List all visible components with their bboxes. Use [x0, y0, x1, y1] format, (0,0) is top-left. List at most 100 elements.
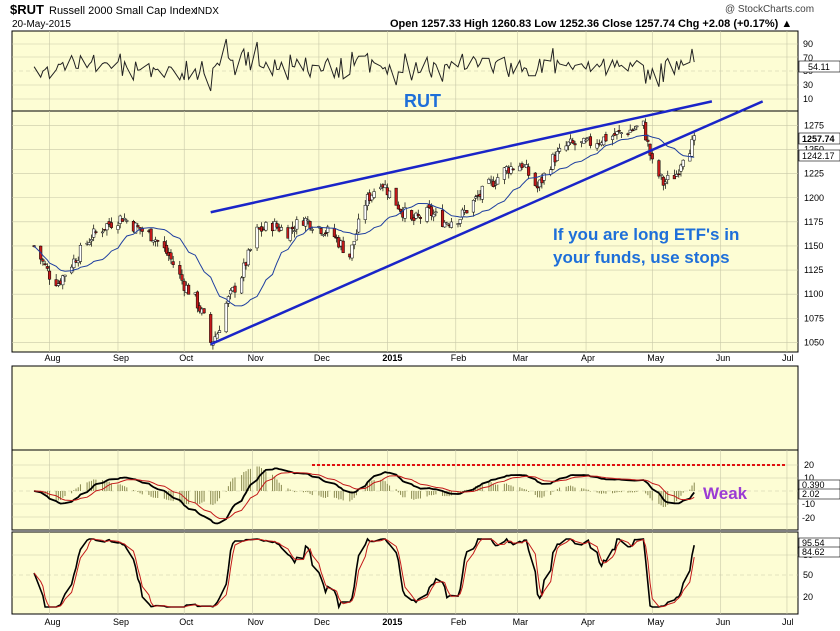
candle-body [615, 131, 619, 135]
candle-body [619, 132, 623, 134]
candle-body [43, 263, 47, 265]
candle-body [293, 230, 297, 232]
candle-body [209, 314, 213, 343]
candle-body [465, 210, 469, 214]
candle-body [617, 130, 621, 132]
stochastic-panel: 80 50 20 95.54 84.62 Aug Sep Oct Nov Dec 2015… [11, 531, 840, 627]
candle-body [180, 274, 184, 281]
candle-body [41, 259, 45, 262]
candle-body [646, 139, 650, 142]
month-label: Mar [513, 353, 529, 363]
candle-body [63, 274, 67, 277]
candle-body [394, 187, 398, 206]
stoch-k-value: 95.54 [802, 538, 825, 548]
rut-annotation: RUT [404, 91, 441, 111]
macd-panel-bg [11, 449, 799, 531]
candle-body [379, 186, 383, 190]
candle-body [584, 139, 588, 142]
candle-body [571, 140, 575, 144]
candle-body [233, 285, 237, 293]
candle-body [573, 143, 577, 146]
candle-body [672, 175, 676, 180]
candle-body [288, 227, 292, 241]
price-level-label: 1250 [804, 145, 824, 155]
candle-body [403, 207, 407, 219]
candle-body [474, 196, 478, 199]
candle-body [332, 228, 336, 238]
stoch-d-value-box [798, 546, 840, 558]
candle-body [396, 204, 400, 210]
month-label: Jul [782, 353, 794, 363]
month-label: 2015 [382, 353, 402, 363]
candle-body [610, 135, 615, 140]
candle-body [109, 222, 113, 228]
candle-body [363, 205, 367, 220]
candle-body [633, 128, 637, 131]
macd-signal-line [34, 472, 695, 520]
lower-trendline [210, 100, 764, 346]
candle-body [105, 223, 109, 231]
candle-body [657, 160, 661, 177]
rsi-level-90: 90 [803, 39, 813, 49]
stoch-level-50: 50 [803, 570, 813, 580]
candle-body [224, 303, 228, 333]
month-label: Aug [45, 617, 61, 627]
month-label: Nov [248, 617, 265, 627]
candle-body [558, 147, 562, 152]
index-name: Russell 2000 Small Cap Index [49, 5, 197, 17]
moving-average-line [33, 134, 695, 307]
date-label: 20-May-2015 [12, 19, 71, 30]
candle-body [456, 223, 460, 225]
macd-line [33, 467, 695, 525]
candle-body [354, 233, 358, 241]
candle-body [644, 122, 648, 141]
candle-body [542, 173, 546, 181]
month-label: Oct [179, 353, 194, 363]
candle-body [412, 217, 416, 221]
note-line-1: If you are long ETF's in [553, 225, 739, 244]
month-label: Aug [45, 353, 61, 363]
candle-body [399, 208, 403, 212]
candle-body [264, 222, 268, 231]
rsi-level-70: 70 [803, 53, 813, 63]
price-level-label: 1050 [804, 337, 824, 347]
candle-body [471, 200, 475, 213]
candle-body [116, 225, 120, 230]
candle-body [149, 228, 153, 242]
candle-body [663, 181, 668, 184]
candle-body [524, 164, 528, 168]
candle-body [352, 240, 356, 245]
price-level-label: 1125 [804, 265, 823, 275]
month-label: Feb [451, 353, 467, 363]
candle-body [538, 179, 542, 188]
candle-body [198, 305, 202, 312]
candle-body [202, 308, 206, 314]
candle-body [341, 240, 345, 253]
month-label: Apr [581, 617, 595, 627]
candle-body [326, 226, 330, 233]
month-label: Jun [716, 353, 731, 363]
price-level-label: 1275 [804, 120, 824, 130]
candle-body [487, 178, 491, 184]
macd-level-minus10: -10 [802, 499, 815, 509]
price-level-label: 1225 [804, 169, 824, 179]
candle-body [383, 184, 387, 188]
candle-body [628, 129, 632, 133]
macd-level-10: 10 [804, 473, 814, 483]
candle-body [511, 168, 515, 171]
candle-body [564, 145, 568, 151]
candle-body [350, 244, 354, 259]
candle-body [45, 266, 49, 269]
upper-trendline [210, 100, 713, 214]
candle-body [692, 135, 696, 141]
candle-body [242, 262, 246, 278]
exchange-label: INDX [195, 6, 219, 17]
rsi-value: 54.11 [808, 62, 830, 72]
rsi-level-10: 10 [803, 94, 813, 104]
candle-body [100, 231, 105, 234]
candle-body [169, 252, 173, 260]
candle-body [136, 225, 140, 228]
month-label: Mar [513, 617, 529, 627]
candle-body [321, 234, 325, 236]
candle-body [156, 240, 160, 242]
